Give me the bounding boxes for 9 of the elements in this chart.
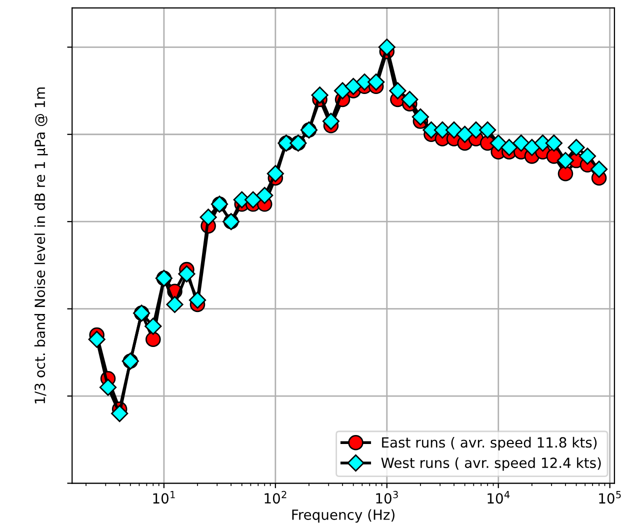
x-tick-label: 10$^{5}$ bbox=[599, 491, 621, 504]
x-tick-label: 10$^{1}$ bbox=[153, 491, 175, 504]
legend-label: East runs ( avr. speed 11.8 kts) bbox=[382, 436, 597, 450]
legend-label: West runs ( avr. speed 12.4 kts) bbox=[381, 457, 601, 471]
x-tick-label: 10$^{3}$ bbox=[376, 490, 398, 504]
x-tick-label: 10$^{2}$ bbox=[264, 490, 286, 504]
x-axis-title: Frequency (Hz) bbox=[292, 509, 394, 523]
x-tick-label: 10$^{4}$ bbox=[488, 491, 510, 504]
y-axis-title: 1/3 oct. band Noise level in dB re 1 µPa @ 1m bbox=[34, 87, 48, 404]
